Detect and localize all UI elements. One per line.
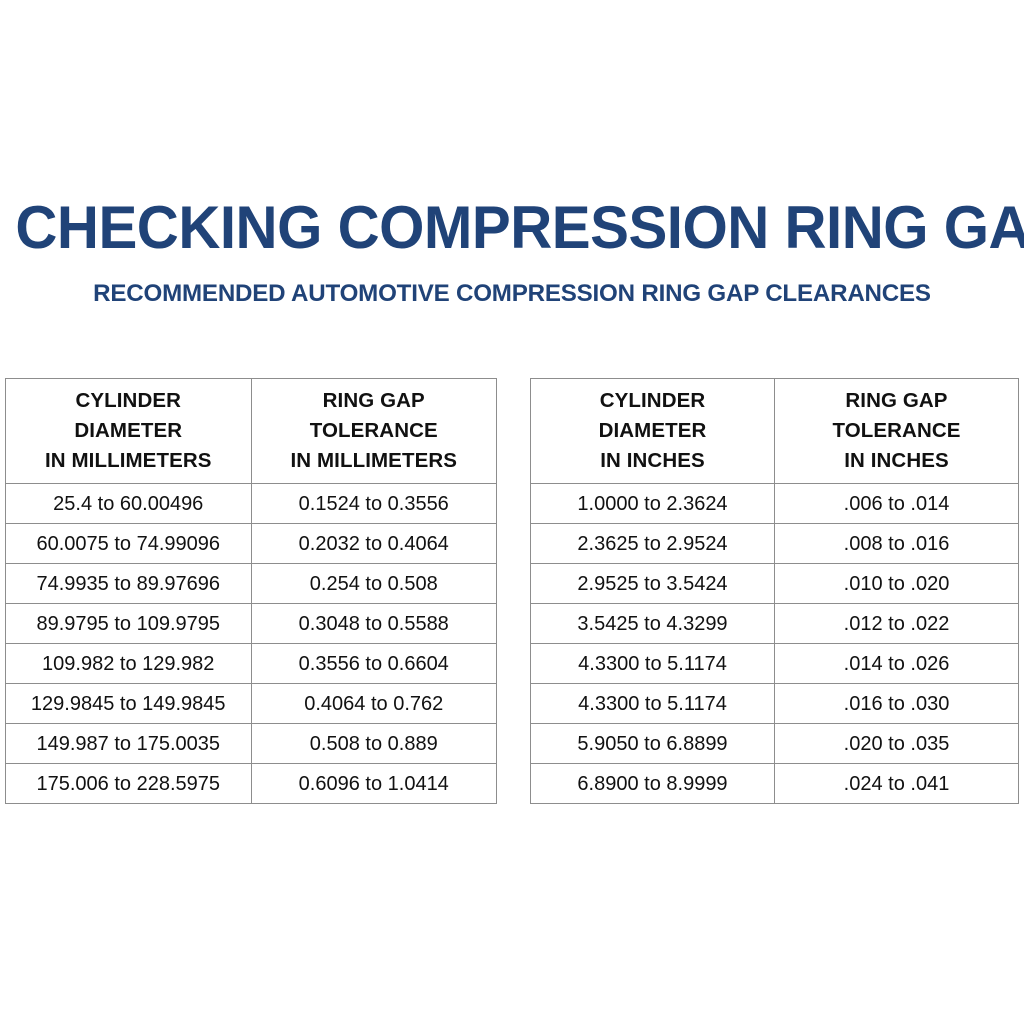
cell-diameter: 129.9845 to 149.9845 <box>5 683 252 724</box>
tables-area: CYLINDER DIAMETER IN MILLIMETERS RING GA… <box>0 378 1024 804</box>
table-row: 4.3300 to 5.1174 .016 to .030 <box>530 683 1019 724</box>
imperial-header-diameter-line3: IN INCHES <box>600 449 705 472</box>
table-row: 2.3625 to 2.9524 .008 to .016 <box>530 523 1019 564</box>
cell-tolerance: .010 to .020 <box>774 563 1019 604</box>
table-row: 60.0075 to 74.99096 0.2032 to 0.4064 <box>5 523 497 564</box>
cell-diameter: 3.5425 to 4.3299 <box>530 603 775 644</box>
cell-diameter: 175.006 to 228.5975 <box>5 763 252 804</box>
metric-header-tolerance: RING GAP TOLERANCE IN MILLIMETERS <box>250 378 497 484</box>
table-row: 175.006 to 228.5975 0.6096 to 1.0414 <box>5 763 497 804</box>
cell-tolerance: 0.508 to 0.889 <box>250 723 497 764</box>
table-row: 3.5425 to 4.3299 .012 to .022 <box>530 603 1019 644</box>
imperial-header-diameter-line1: CYLINDER <box>599 389 706 412</box>
imperial-table-head: CYLINDER DIAMETER IN INCHES RING GAP TOL… <box>530 378 1019 484</box>
cell-tolerance: .008 to .016 <box>774 523 1019 564</box>
imperial-header-diameter-line2: DIAMETER <box>598 419 707 442</box>
imperial-table-body: 1.0000 to 2.3624 .006 to .014 2.3625 to … <box>530 483 1019 804</box>
cell-tolerance: 0.2032 to 0.4064 <box>250 523 497 564</box>
metric-header-tolerance-line3: IN MILLIMETERS <box>290 449 458 472</box>
cell-tolerance: .006 to .014 <box>774 483 1019 524</box>
table-row: 129.9845 to 149.9845 0.4064 to 0.762 <box>5 683 497 724</box>
table-row: 149.987 to 175.0035 0.508 to 0.889 <box>5 723 497 764</box>
table-row: 2.9525 to 3.5424 .010 to .020 <box>530 563 1019 604</box>
imperial-header-tolerance-line3: IN INCHES <box>844 449 949 472</box>
metric-table-head: CYLINDER DIAMETER IN MILLIMETERS RING GA… <box>5 378 497 484</box>
imperial-header-tolerance-line1: RING GAP <box>845 389 948 412</box>
cell-tolerance: .014 to .026 <box>774 643 1019 684</box>
cell-diameter: 74.9935 to 89.97696 <box>5 563 252 604</box>
metric-header-diameter-line2: DIAMETER <box>74 419 183 442</box>
table-row: 6.8900 to 8.9999 .024 to .041 <box>530 763 1019 804</box>
table-row: 4.3300 to 5.1174 .014 to .026 <box>530 643 1019 684</box>
cell-diameter: 4.3300 to 5.1174 <box>530 643 775 684</box>
cell-tolerance: 0.6096 to 1.0414 <box>250 763 497 804</box>
cell-tolerance: .012 to .022 <box>774 603 1019 644</box>
imperial-table: CYLINDER DIAMETER IN INCHES RING GAP TOL… <box>530 378 1019 804</box>
cell-diameter: 5.9050 to 6.8899 <box>530 723 775 764</box>
cell-diameter: 4.3300 to 5.1174 <box>530 683 775 724</box>
cell-diameter: 25.4 to 60.00496 <box>5 483 252 524</box>
cell-diameter: 6.8900 to 8.9999 <box>530 763 775 804</box>
metric-table-body: 25.4 to 60.00496 0.1524 to 0.3556 60.007… <box>5 483 497 804</box>
cell-tolerance: 0.1524 to 0.3556 <box>250 483 497 524</box>
metric-header-diameter-line3: IN MILLIMETERS <box>44 449 212 472</box>
cell-diameter: 60.0075 to 74.99096 <box>5 523 252 564</box>
cell-tolerance: 0.3048 to 0.5588 <box>250 603 497 644</box>
metric-table: CYLINDER DIAMETER IN MILLIMETERS RING GA… <box>5 378 497 804</box>
metric-header-tolerance-line1: RING GAP <box>322 389 425 412</box>
table-row: 25.4 to 60.00496 0.1524 to 0.3556 <box>5 483 497 524</box>
cell-diameter: 2.3625 to 2.9524 <box>530 523 775 564</box>
cell-tolerance: .020 to .035 <box>774 723 1019 764</box>
cell-diameter: 2.9525 to 3.5424 <box>530 563 775 604</box>
table-row: 89.9795 to 109.9795 0.3048 to 0.5588 <box>5 603 497 644</box>
cell-diameter: 109.982 to 129.982 <box>5 643 252 684</box>
cell-diameter: 1.0000 to 2.3624 <box>530 483 775 524</box>
metric-header-tolerance-line2: TOLERANCE <box>309 419 438 442</box>
table-row: 74.9935 to 89.97696 0.254 to 0.508 <box>5 563 497 604</box>
cell-tolerance: .016 to .030 <box>774 683 1019 724</box>
table-header-row: CYLINDER DIAMETER IN MILLIMETERS RING GA… <box>5 378 497 484</box>
heading-block: CHECKING COMPRESSION RING GAPS RECOMMEND… <box>0 196 1024 308</box>
table-row: 109.982 to 129.982 0.3556 to 0.6604 <box>5 643 497 684</box>
cell-tolerance: .024 to .041 <box>774 763 1019 804</box>
cell-tolerance: 0.254 to 0.508 <box>250 563 497 604</box>
cell-diameter: 149.987 to 175.0035 <box>5 723 252 764</box>
cell-tolerance: 0.4064 to 0.762 <box>250 683 497 724</box>
imperial-header-diameter: CYLINDER DIAMETER IN INCHES <box>530 378 775 484</box>
table-header-row: CYLINDER DIAMETER IN INCHES RING GAP TOL… <box>530 378 1019 484</box>
page-title: CHECKING COMPRESSION RING GAPS <box>15 194 1024 261</box>
imperial-header-tolerance: RING GAP TOLERANCE IN INCHES <box>774 378 1019 484</box>
metric-header-diameter: CYLINDER DIAMETER IN MILLIMETERS <box>5 378 252 484</box>
imperial-header-tolerance-line2: TOLERANCE <box>832 419 961 442</box>
cell-tolerance: 0.3556 to 0.6604 <box>250 643 497 684</box>
table-row: 5.9050 to 6.8899 .020 to .035 <box>530 723 1019 764</box>
page-subtitle: RECOMMENDED AUTOMOTIVE COMPRESSION RING … <box>93 280 931 307</box>
table-row: 1.0000 to 2.3624 .006 to .014 <box>530 483 1019 524</box>
metric-header-diameter-line1: CYLINDER <box>75 389 182 412</box>
cell-diameter: 89.9795 to 109.9795 <box>5 603 252 644</box>
